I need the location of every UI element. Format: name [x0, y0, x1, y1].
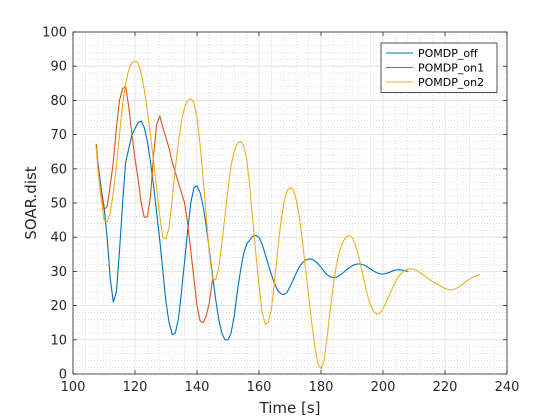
y-axis-title: SOAR.dist: [22, 166, 40, 239]
y-tick-label: 100: [42, 26, 67, 41]
x-tick-label: 220: [433, 380, 458, 395]
y-tick-label: 70: [50, 128, 67, 143]
x-tick-label: 180: [309, 380, 334, 395]
y-tick-label: 60: [50, 162, 67, 177]
y-tick-label: 90: [50, 60, 67, 75]
x-tick-label: 160: [247, 380, 272, 395]
y-tick-label: 40: [50, 231, 67, 246]
y-tick-label: 0: [59, 368, 67, 383]
x-axis-title: Time [s]: [259, 399, 321, 417]
y-axis-ticks: 0 10 20 30 40 50 60 70 80 90 100: [42, 26, 507, 383]
x-tick-label: 100: [61, 380, 86, 395]
x-tick-label: 200: [371, 380, 396, 395]
legend-label: POMDP_on1: [418, 62, 484, 75]
series-line-pomdp-off: [95, 120, 409, 341]
y-tick-label: 80: [50, 94, 67, 109]
y-tick-label: 50: [50, 197, 67, 212]
series-line-pomdp-on1: [95, 86, 214, 324]
y-tick-label: 30: [50, 265, 67, 280]
x-tick-label: 240: [495, 380, 520, 395]
legend-label: POMDP_on2: [418, 76, 484, 89]
legend-label: POMDP_off: [418, 47, 478, 60]
y-tick-label: 20: [50, 299, 67, 314]
x-axis-ticks: 100 120 140 160 180 200 220 240: [61, 32, 520, 395]
x-tick-label: 120: [123, 380, 148, 395]
series-layer: [95, 60, 480, 370]
y-tick-label: 10: [50, 333, 67, 348]
series-line-pomdp-on2: [95, 60, 480, 370]
x-tick-label: 140: [185, 380, 210, 395]
